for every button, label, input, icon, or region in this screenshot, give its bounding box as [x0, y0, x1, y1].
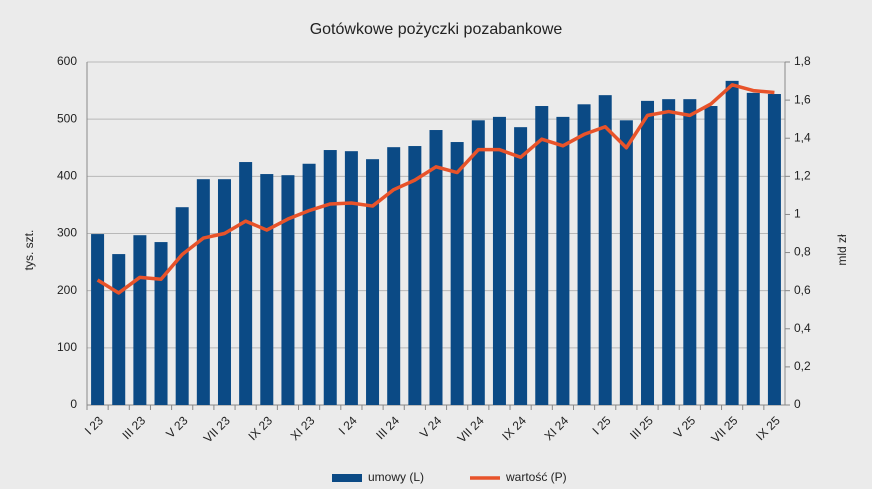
y-axis-label: tys. szt.	[22, 230, 36, 271]
bar	[450, 142, 464, 406]
y2-tick-label: 0,6	[794, 283, 811, 297]
bar	[746, 92, 760, 406]
y2-tick-label: 0,2	[794, 359, 811, 373]
bar	[641, 100, 655, 405]
x-tick-label: IX 25	[753, 413, 783, 443]
bar	[260, 174, 274, 405]
bar	[281, 175, 295, 405]
y-tick-label: 500	[57, 111, 77, 125]
chart-title: Gotówkowe pożyczki pozabankowe	[310, 21, 563, 38]
x-tick-label: VII 25	[708, 413, 740, 445]
bar	[133, 235, 147, 405]
bar	[429, 130, 443, 406]
bar	[239, 162, 253, 405]
bar	[408, 146, 422, 405]
bar	[619, 120, 633, 405]
x-tick-label: XI 23	[288, 413, 318, 443]
x-tick-label: I 23	[82, 413, 106, 437]
legend-label: wartość (P)	[505, 470, 567, 484]
y2-tick-label: 1,8	[794, 54, 811, 68]
y-tick-label: 300	[57, 226, 77, 240]
legend-label: umowy (L)	[368, 470, 424, 484]
y-tick-label: 100	[57, 340, 77, 354]
y-tick-label: 400	[57, 169, 77, 183]
x-tick-label: III 25	[627, 413, 656, 442]
y-tick-label: 0	[70, 397, 77, 411]
bar	[662, 99, 676, 406]
bar	[217, 179, 231, 405]
x-tick-label: I 24	[336, 413, 360, 437]
y-tick-label: 200	[57, 283, 77, 297]
y2-tick-label: 0	[794, 397, 801, 411]
bar	[323, 150, 337, 405]
bar	[514, 127, 528, 406]
bar	[302, 163, 316, 405]
x-tick-label: I 25	[590, 413, 614, 437]
x-tick-label: IX 23	[245, 413, 275, 443]
x-tick-label: V 24	[417, 413, 445, 441]
bar	[175, 207, 189, 405]
bar	[387, 147, 401, 405]
legend-swatch	[332, 474, 362, 482]
x-tick-label: XI 24	[542, 413, 572, 443]
bar	[767, 94, 781, 405]
x-tick-label: III 23	[119, 413, 148, 442]
y2-tick-label: 0,8	[794, 245, 811, 259]
x-tick-label: VII 23	[201, 413, 233, 445]
bar	[683, 99, 697, 406]
x-tick-label: IX 24	[499, 413, 529, 443]
bar	[91, 234, 105, 405]
bar	[577, 104, 591, 405]
bar	[598, 95, 612, 405]
y2-tick-label: 1,2	[794, 169, 811, 183]
bar	[492, 116, 506, 405]
bar	[112, 254, 126, 405]
x-tick-label: VII 24	[455, 413, 487, 445]
bar	[725, 80, 739, 406]
x-tick-label: V 25	[671, 413, 699, 441]
y2-tick-label: 1,4	[794, 130, 811, 144]
y-tick-label: 600	[57, 54, 77, 68]
bar	[471, 120, 485, 405]
x-tick-label: III 24	[373, 413, 402, 442]
bar	[535, 106, 549, 405]
x-tick-label: V 23	[163, 413, 191, 441]
y2-axis-label: mld zł	[835, 234, 849, 266]
bar	[196, 179, 210, 405]
bar	[704, 106, 718, 405]
y2-tick-label: 0,4	[794, 321, 811, 335]
y2-tick-label: 1	[794, 207, 801, 221]
line	[96, 83, 775, 295]
y2-tick-label: 1,6	[794, 92, 811, 106]
bar	[154, 242, 168, 405]
bar	[344, 151, 358, 405]
bar	[366, 159, 380, 405]
bar	[556, 116, 570, 405]
